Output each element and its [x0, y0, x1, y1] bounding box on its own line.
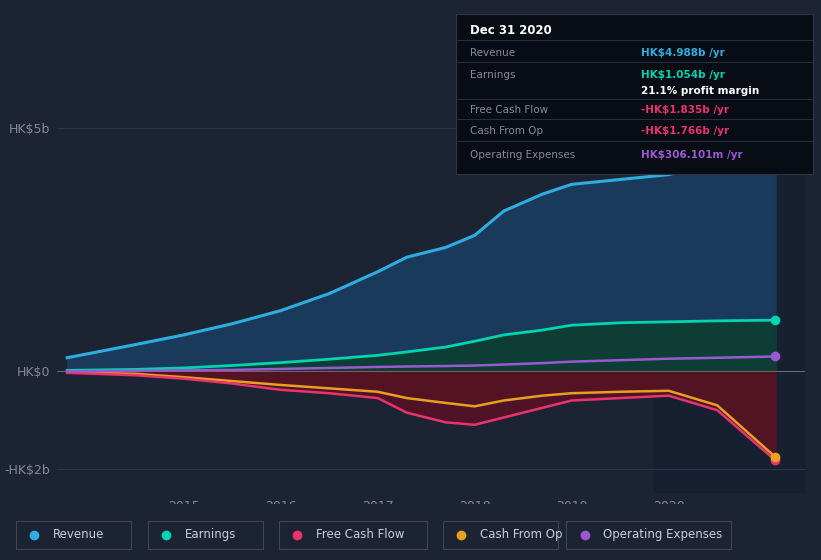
Bar [654, 90, 805, 493]
Text: Operating Expenses: Operating Expenses [470, 150, 576, 160]
Text: Revenue: Revenue [53, 528, 105, 542]
Text: Cash From Op: Cash From Op [480, 528, 562, 542]
Text: Dec 31 2020: Dec 31 2020 [470, 24, 552, 38]
Text: HK$1.054b /yr: HK$1.054b /yr [641, 69, 725, 80]
Text: -HK$1.766b /yr: -HK$1.766b /yr [641, 127, 730, 136]
Text: Operating Expenses: Operating Expenses [603, 528, 722, 542]
Text: Free Cash Flow: Free Cash Flow [470, 105, 548, 115]
Text: -HK$1.835b /yr: -HK$1.835b /yr [641, 105, 729, 115]
Text: Revenue: Revenue [470, 48, 515, 58]
Text: Cash From Op: Cash From Op [470, 127, 543, 136]
Text: Free Cash Flow: Free Cash Flow [316, 528, 405, 542]
Text: Earnings: Earnings [185, 528, 236, 542]
Text: 21.1% profit margin: 21.1% profit margin [641, 86, 759, 96]
Text: HK$306.101m /yr: HK$306.101m /yr [641, 150, 743, 160]
Text: Earnings: Earnings [470, 69, 516, 80]
Text: HK$4.988b /yr: HK$4.988b /yr [641, 48, 725, 58]
